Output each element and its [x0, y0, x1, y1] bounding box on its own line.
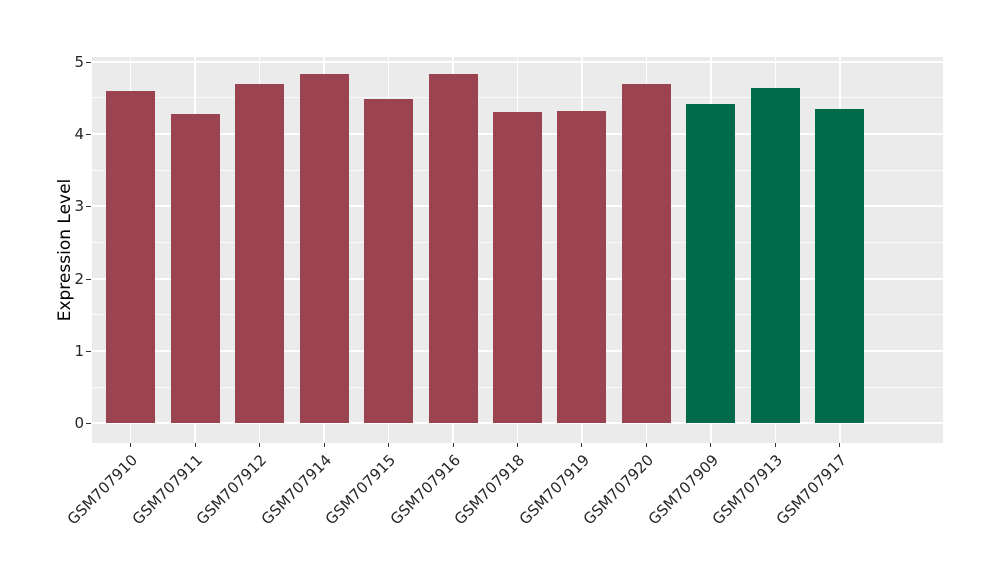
x-tick-mark-GSM707920: [645, 443, 647, 447]
y-tick-mark-3: [86, 206, 91, 208]
x-tick-mark-GSM707909: [710, 443, 712, 447]
x-tick-mark-GSM707913: [774, 443, 776, 447]
y-tick-mark-0: [86, 423, 91, 425]
y-tick-label-3: 3: [74, 197, 84, 216]
bar-GSM707910: [106, 90, 156, 424]
y-tick-mark-1: [86, 350, 91, 352]
x-tick-mark-GSM707919: [581, 443, 583, 447]
x-tick-mark-GSM707911: [194, 443, 196, 447]
y-tick-label-4: 4: [74, 125, 84, 144]
x-tick-mark-GSM707916: [452, 443, 454, 447]
y-tick-mark-2: [86, 278, 91, 280]
bar-GSM707914: [299, 73, 349, 424]
y-tick-label-0: 0: [74, 414, 84, 433]
x-tick-mark-GSM707912: [259, 443, 261, 447]
bar-GSM707918: [493, 112, 542, 424]
bar-GSM707920: [621, 84, 671, 424]
bar-GSM707909: [686, 103, 736, 424]
bar-GSM707917: [815, 108, 865, 424]
x-tick-mark-GSM707914: [323, 443, 325, 447]
bar-GSM707916: [428, 73, 478, 424]
bar-GSM707912: [235, 84, 285, 424]
y-tick-mark-4: [86, 134, 91, 136]
y-axis-title: Expression Level: [55, 178, 75, 322]
bar-GSM707911: [170, 113, 220, 424]
y-tick-label-2: 2: [74, 269, 84, 288]
y-tick-label-5: 5: [74, 52, 84, 71]
x-tick-mark-GSM707917: [839, 443, 841, 447]
bar-GSM707913: [750, 88, 800, 424]
y-tick-label-1: 1: [74, 341, 84, 360]
bar-GSM707915: [364, 98, 414, 424]
y-tick-mark-5: [86, 61, 91, 63]
x-tick-mark-GSM707910: [130, 443, 132, 447]
x-tick-mark-GSM707918: [517, 443, 518, 447]
bar-GSM707919: [557, 110, 607, 424]
x-tick-mark-GSM707915: [388, 443, 390, 447]
plot-panel: [92, 57, 943, 443]
